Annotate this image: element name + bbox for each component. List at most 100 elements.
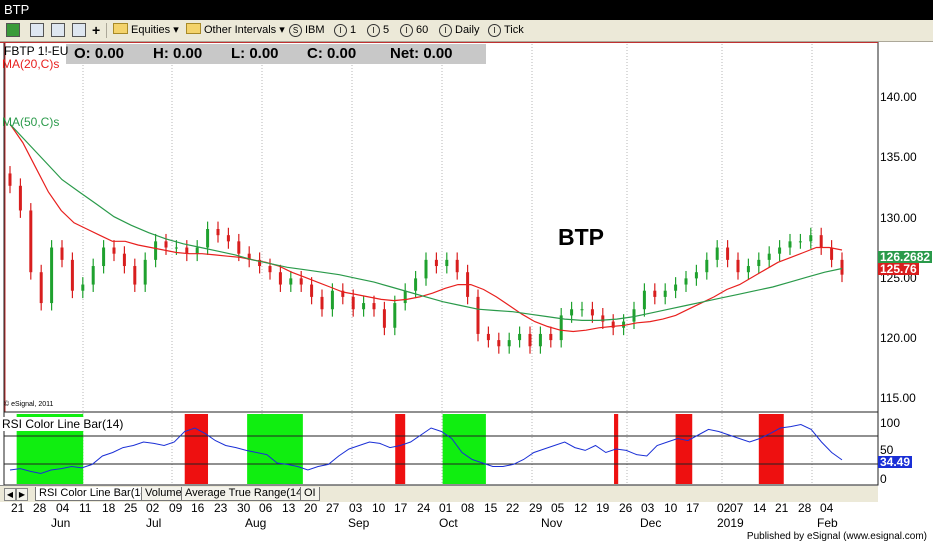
x-day-label: 11 — [79, 501, 92, 515]
price-tick-label: 120.00 — [880, 331, 917, 345]
price-candle — [455, 252, 459, 280]
price-candle — [653, 283, 657, 305]
price-candle — [684, 270, 688, 292]
interval-icon: I — [334, 24, 347, 37]
price-candle — [611, 314, 615, 336]
last-price-tag: 125.76 — [878, 262, 919, 276]
price-candle — [50, 240, 54, 311]
x-day-label: 03 — [641, 501, 655, 515]
study-tabs: ◀ ▶ RSI Color Line Bar(14) Volume Averag… — [0, 485, 878, 502]
x-day-label: 19 — [596, 501, 610, 515]
tab-volume[interactable]: Volume — [141, 487, 186, 501]
price-candle — [102, 240, 106, 274]
x-day-label: 29 — [529, 501, 543, 515]
x-month-label: 2019 — [717, 516, 744, 530]
rsi-line — [9, 423, 843, 475]
edit-icon[interactable] — [72, 23, 86, 37]
equities-dropdown[interactable]: Equities ▾ — [113, 23, 179, 38]
price-candle — [757, 252, 761, 274]
price-tick-label: 115.00 — [880, 391, 916, 405]
price-candle — [185, 240, 189, 262]
price-candle — [39, 264, 43, 311]
price-tick-label: 130.00 — [880, 211, 917, 225]
price-candle — [382, 301, 386, 336]
x-day-label: 28 — [798, 501, 812, 515]
price-candle — [341, 283, 345, 305]
x-day-label: 27 — [326, 501, 340, 515]
new-window-icon[interactable] — [30, 23, 44, 37]
price-candle — [320, 289, 324, 317]
interval-60-button[interactable]: I 60 — [400, 23, 428, 38]
toolbar-separator — [106, 23, 107, 38]
folder-icon — [113, 23, 128, 34]
high-value: H: 0.00 — [153, 45, 203, 62]
ma-value-tag: 126.2682 — [878, 250, 933, 264]
price-candle — [778, 240, 782, 262]
price-candle — [642, 283, 646, 317]
tab-rsi[interactable]: RSI Color Line Bar(14) — [35, 487, 155, 501]
interval-icon: I — [400, 24, 413, 37]
price-candle — [788, 233, 792, 255]
x-day-label: 25 — [124, 501, 138, 515]
price-candle — [486, 326, 490, 348]
tab-scroll-right-icon[interactable]: ▶ — [16, 488, 28, 501]
price-candle — [154, 233, 158, 268]
add-icon[interactable]: + — [92, 22, 101, 38]
price-candle — [476, 289, 480, 342]
chart-background — [0, 42, 878, 485]
chart-icon[interactable] — [6, 23, 20, 37]
ohlc-readout: O: 0.00 H: 0.00 L: 0.00 C: 0.00 Net: 0.0… — [66, 44, 486, 64]
x-day-label: 05 — [551, 501, 565, 515]
window-title-bar: BTP — [0, 0, 933, 20]
tab-oi[interactable]: OI — [300, 487, 320, 501]
rsi-value-tag: 34.49 — [878, 455, 913, 469]
price-candle — [278, 264, 282, 292]
price-candle — [195, 240, 199, 262]
price-candle — [580, 301, 584, 317]
x-day-label: 04 — [56, 501, 70, 515]
tab-atr[interactable]: Average True Range(14) — [181, 487, 310, 501]
price-candle — [18, 178, 22, 218]
x-month-label: Nov — [541, 516, 563, 530]
x-month-label: Oct — [439, 516, 458, 530]
price-candle — [445, 252, 449, 274]
x-day-label: 10 — [372, 501, 386, 515]
price-candle — [81, 277, 85, 299]
price-candle — [819, 227, 823, 255]
x-month-label: Dec — [640, 516, 662, 530]
tab-scroll-left-icon[interactable]: ◀ — [4, 488, 16, 501]
price-candle — [590, 301, 594, 323]
x-day-label: 23 — [214, 501, 228, 515]
rsi-tick-label: 50 — [880, 443, 894, 457]
tick-button[interactable]: I Tick — [488, 23, 524, 38]
price-candle — [122, 246, 126, 274]
x-day-label: 26 — [619, 501, 633, 515]
price-tick-label: 140.00 — [880, 90, 917, 104]
net-value: Net: 0.00 — [390, 45, 453, 62]
daily-button[interactable]: I Daily — [439, 23, 479, 38]
price-candle — [330, 283, 334, 317]
other-intervals-dropdown[interactable]: Other Intervals ▾ — [186, 23, 285, 38]
price-candle — [736, 252, 740, 280]
rsi-overbought-zone — [758, 414, 784, 484]
rsi-overbought-zone — [395, 414, 406, 484]
price-candle — [226, 227, 230, 249]
price-chart[interactable] — [0, 42, 933, 502]
price-candle — [549, 326, 553, 348]
page-icon[interactable] — [51, 23, 65, 37]
price-candle — [91, 258, 95, 292]
copyright-label: © eSignal, 2011 — [4, 401, 54, 408]
window-title: BTP — [4, 2, 30, 17]
x-day-label: 16 — [191, 501, 205, 515]
x-month-label: Aug — [245, 516, 267, 530]
x-day-label: 10 — [664, 501, 678, 515]
x-day-label: 13 — [282, 501, 296, 515]
symbol-ibm-button[interactable]: S IBM — [289, 23, 325, 38]
vertical-gridlines — [82, 44, 813, 484]
rsi-overbought-zone — [184, 414, 209, 484]
x-day-label: 28 — [33, 501, 47, 515]
interval-icon: I — [439, 24, 452, 37]
